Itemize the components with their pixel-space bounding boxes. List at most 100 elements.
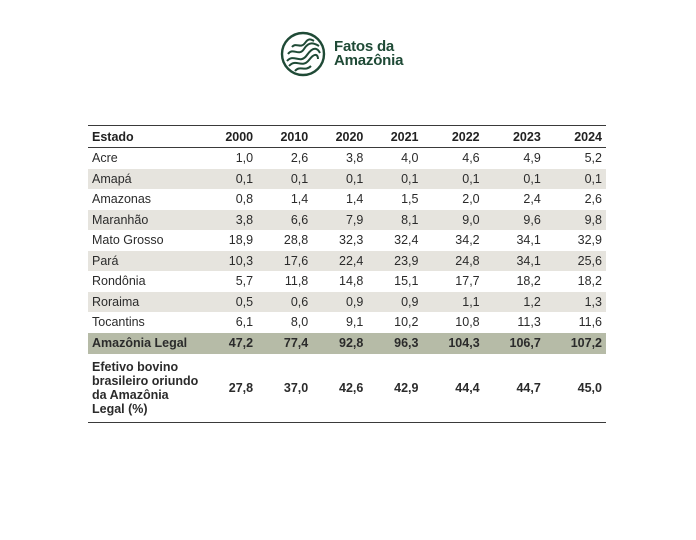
state-name: Rondônia	[92, 274, 146, 289]
cell-value: 2,4	[523, 192, 541, 207]
table-row: Rondônia 5,7 11,8 14,8 15,1 17,7 18,2 18…	[88, 271, 606, 292]
cell-value: 11,6	[578, 315, 602, 330]
cell-value: 24,8	[422, 250, 484, 271]
share-label: Efetivo bovino brasileiro oriundo da Ama…	[88, 353, 202, 423]
total-value: 107,2	[544, 332, 606, 354]
cell-value: 0,1	[483, 168, 545, 189]
share-value: 37,0	[257, 353, 313, 423]
total-value: 47,2	[202, 332, 258, 354]
cell-value: 5,7	[235, 274, 254, 289]
table-row: Acre 1,0 2,6 3,8 4,0 4,6 4,9 5,2	[88, 148, 606, 169]
state-name: Roraima	[88, 291, 202, 312]
cattle-herd-table: Estado 2000 2010 2020 2021 2022 2023 202…	[88, 125, 606, 423]
brand-line-1: Fatos da	[334, 38, 395, 55]
cell-value: 4,9	[523, 151, 541, 166]
cell-value: 0,8	[235, 192, 254, 207]
cell-value: 5,2	[584, 151, 602, 166]
cell-value: 17,6	[257, 250, 313, 271]
cell-value: 25,6	[544, 250, 606, 271]
cell-value: 9,6	[483, 209, 545, 230]
header-year: 2000	[202, 125, 258, 148]
cell-value: 15,1	[394, 274, 419, 289]
cell-value: 10,3	[202, 250, 258, 271]
cell-value: 0,9	[312, 291, 368, 312]
cell-value: 8,0	[290, 315, 309, 330]
cell-value: 10,8	[455, 315, 480, 330]
cell-value: 9,1	[345, 315, 364, 330]
cell-value: 14,8	[339, 274, 364, 289]
table-row: Tocantins 6,1 8,0 9,1 10,2 10,8 11,3 11,…	[88, 312, 606, 333]
cell-value: 6,1	[235, 315, 254, 330]
state-name: Amazonas	[92, 192, 152, 207]
cell-value: 11,3	[517, 315, 541, 330]
cell-value: 0,1	[312, 168, 368, 189]
share-value: 42,6	[312, 353, 368, 423]
cell-value: 2,6	[584, 192, 602, 207]
cell-value: 34,1	[516, 233, 541, 248]
header-year: 2021	[367, 125, 423, 148]
brand-line-2: Amazônia	[334, 52, 404, 69]
brand-logo: Fatos da Amazônia	[280, 30, 403, 78]
cell-value: 0,1	[544, 168, 606, 189]
share-value: 45,0	[544, 353, 606, 423]
total-value: 92,8	[312, 332, 368, 354]
cell-value: 17,7	[455, 274, 480, 289]
table-row: Mato Grosso 18,9 28,8 32,3 32,4 34,2 34,…	[88, 230, 606, 251]
cell-value: 9,8	[544, 209, 606, 230]
total-value: 96,3	[367, 332, 423, 354]
cell-value: 2,0	[462, 192, 480, 207]
cell-value: 22,4	[312, 250, 368, 271]
cell-value: 1,5	[401, 192, 419, 207]
cell-value: 3,8	[202, 209, 258, 230]
cell-value: 2,6	[290, 151, 309, 166]
cell-value: 23,9	[367, 250, 423, 271]
cell-value: 4,0	[401, 151, 419, 166]
table-row: Pará 10,3 17,6 22,4 23,9 24,8 34,1 25,6	[88, 250, 606, 271]
cell-value: 1,1	[422, 291, 484, 312]
total-value: 106,7	[483, 332, 545, 354]
cell-value: 9,0	[422, 209, 484, 230]
cell-value: 1,4	[290, 192, 309, 207]
cell-value: 4,6	[462, 151, 480, 166]
cell-value: 7,9	[312, 209, 368, 230]
cell-value: 10,2	[394, 315, 419, 330]
total-value: 104,3	[422, 332, 484, 354]
share-row: Efetivo bovino brasileiro oriundo da Ama…	[88, 353, 606, 423]
header-year: 2023	[483, 125, 545, 148]
cell-value: 32,4	[394, 233, 419, 248]
cell-value: 8,1	[367, 209, 423, 230]
cell-value: 0,9	[367, 291, 423, 312]
header-state: Estado	[88, 125, 202, 148]
cell-value: 32,3	[339, 233, 364, 248]
cell-value: 1,3	[544, 291, 606, 312]
cell-value: 0,6	[257, 291, 313, 312]
cell-value: 0,1	[367, 168, 423, 189]
cell-value: 18,9	[228, 233, 254, 248]
cell-value: 1,0	[235, 151, 254, 166]
state-name: Pará	[88, 250, 202, 271]
topography-logo-icon	[280, 31, 326, 77]
state-name: Maranhão	[88, 209, 202, 230]
cell-value: 0,1	[257, 168, 313, 189]
total-label: Amazônia Legal	[88, 332, 202, 354]
cell-value: 18,2	[577, 274, 602, 289]
state-name: Mato Grosso	[92, 233, 164, 248]
table-row: Maranhão 3,8 6,6 7,9 8,1 9,0 9,6 9,8	[88, 209, 606, 230]
table-header-row: Estado 2000 2010 2020 2021 2022 2023 202…	[88, 125, 606, 148]
cell-value: 0,5	[202, 291, 258, 312]
cell-value: 0,1	[422, 168, 484, 189]
total-value: 77,4	[257, 332, 313, 354]
cell-value: 34,1	[483, 250, 545, 271]
header-year: 2024	[544, 125, 606, 148]
cell-value: 11,8	[284, 274, 309, 289]
total-row: Amazônia Legal 47,2 77,4 92,8 96,3 104,3…	[88, 332, 606, 354]
header-year: 2022	[422, 125, 484, 148]
share-value: 27,8	[202, 353, 258, 423]
cell-value: 1,4	[345, 192, 364, 207]
cell-value: 34,2	[455, 233, 480, 248]
share-value: 44,4	[422, 353, 484, 423]
cell-value: 18,2	[516, 274, 541, 289]
state-name: Amapá	[88, 168, 202, 189]
share-value: 42,9	[367, 353, 423, 423]
table-row: Roraima 0,5 0,6 0,9 0,9 1,1 1,2 1,3	[88, 291, 606, 312]
